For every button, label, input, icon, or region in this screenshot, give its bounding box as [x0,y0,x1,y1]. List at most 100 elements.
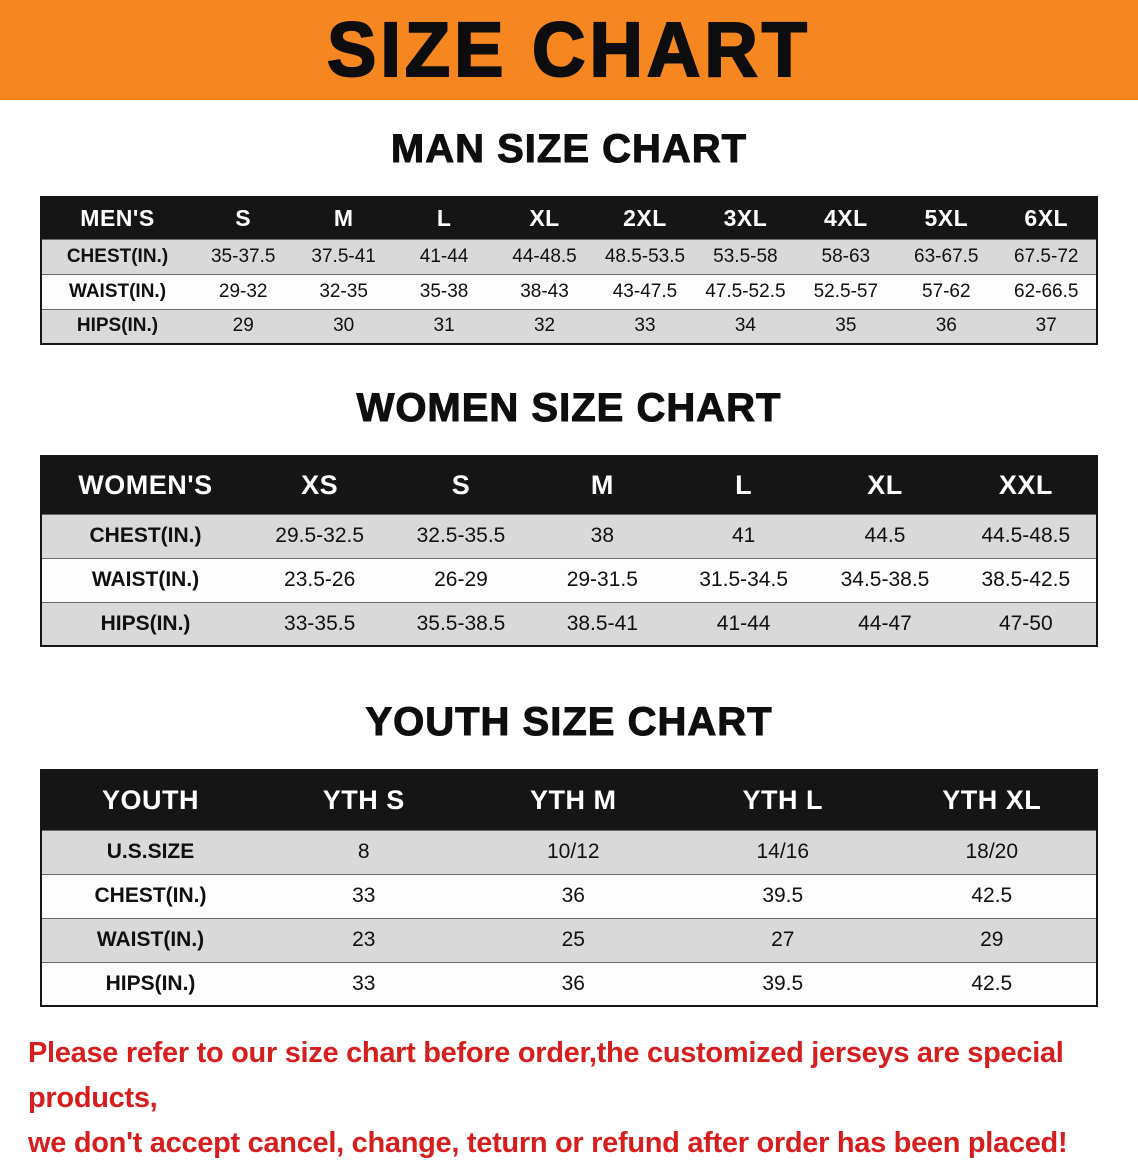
banner: SIZE CHART [0,0,1138,100]
youth-size-section: YOUTH SIZE CHART YOUTH YTH S YTH M YTH L YTH… [0,699,1138,1007]
youth-section-heading: YOUTH SIZE CHART [365,700,773,745]
value-cell: 32 [494,308,595,344]
value-cell: 38 [531,513,673,558]
value-cell: 10/12 [468,829,678,874]
table-title-cell: YOUTH [41,770,259,830]
value-cell: 48.5-53.5 [594,238,696,274]
disclaimer-line-2: we don't accept cancel, change, teturn o… [28,1127,1068,1159]
measurement-label-cell: WAIST(IN.) [41,557,249,602]
size-column-header: 2XL [594,197,696,239]
table-row: CHEST(IN.) 33 36 39.5 42.5 [41,873,1097,918]
disclaimer-line-1: Please refer to our size chart before or… [28,1037,1064,1114]
size-column-header: M [531,456,673,514]
measurement-label-cell: U.S.SIZE [41,829,259,874]
value-cell: 31 [393,308,495,344]
measurement-label-cell: CHEST(IN.) [41,238,193,274]
value-cell: 35 [795,308,897,344]
value-cell: 33 [259,873,469,918]
table-header-row: WOMEN'S XS S M L XL XXL [41,456,1097,514]
value-cell: 14/16 [678,829,888,874]
value-cell: 33 [259,961,469,1006]
value-cell: 67.5-72 [996,238,1097,274]
value-cell: 44-47 [814,601,956,646]
value-cell: 38.5-42.5 [955,557,1097,602]
value-cell: 44-48.5 [494,238,595,274]
value-cell: 32-35 [293,273,394,309]
value-cell: 58-63 [795,238,897,274]
value-cell: 36 [468,873,678,918]
value-cell: 35-37.5 [193,238,294,274]
size-column-header: XXL [955,456,1097,514]
value-cell: 52.5-57 [795,273,897,309]
value-cell: 27 [678,917,888,962]
value-cell: 34.5-38.5 [814,557,956,602]
value-cell: 29-32 [193,273,294,309]
size-column-header: 6XL [996,197,1097,239]
value-cell: 62-66.5 [996,273,1097,309]
table-header-row: YOUTH YTH S YTH M YTH L YTH XL [41,770,1097,830]
value-cell: 29.5-32.5 [249,513,391,558]
table-title-cell: WOMEN'S [41,456,249,514]
men-size-section: MAN SIZE CHART MEN'S S M L XL 2XL 3XL 4XL 5XL 6XL… [0,126,1138,345]
size-column-header: XL [814,456,956,514]
youth-size-table: YOUTH YTH S YTH M YTH L YTH XL U.S.SIZE 8 10/12… [40,769,1098,1007]
men-size-table: MEN'S S M L XL 2XL 3XL 4XL 5XL 6XL CHEST(IN.) 35-37… [40,196,1098,345]
value-cell: 23.5-26 [249,557,391,602]
size-column-header: L [672,456,815,514]
value-cell: 23 [259,917,469,962]
value-cell: 30 [293,308,394,344]
value-cell: 18/20 [887,829,1097,874]
men-section-heading: MAN SIZE CHART [390,127,748,172]
value-cell: 32.5-35.5 [390,513,532,558]
value-cell: 39.5 [678,961,888,1006]
table-row: HIPS(IN.) 29 30 31 32 33 34 35 36 37 [41,308,1097,344]
size-column-header: YTH XL [887,770,1097,830]
size-column-header: XL [494,197,595,239]
value-cell: 29 [193,308,294,344]
size-column-header: S [193,197,294,239]
size-column-header: S [390,456,532,514]
measurement-label-cell: HIPS(IN.) [41,961,259,1006]
size-column-header: 4XL [795,197,897,239]
value-cell: 37.5-41 [293,238,394,274]
disclaimer: Please refer to our size chart before or… [0,1031,1138,1166]
value-cell: 41 [672,513,815,558]
value-cell: 41-44 [393,238,495,274]
table-row: CHEST(IN.) 35-37.5 37.5-41 41-44 44-48.5 48.5… [41,238,1097,274]
size-column-header: 3XL [695,197,796,239]
size-column-header: YTH L [678,770,888,830]
women-size-section: WOMEN SIZE CHART WOMEN'S XS S M L XL XXL CHEST(… [0,385,1138,647]
table-header-row: MEN'S S M L XL 2XL 3XL 4XL 5XL 6XL [41,197,1097,239]
size-column-header: 5XL [896,197,997,239]
value-cell: 35.5-38.5 [390,601,532,646]
measurement-label-cell: WAIST(IN.) [41,273,193,309]
measurement-label-cell: WAIST(IN.) [41,917,259,962]
measurement-label-cell: HIPS(IN.) [41,308,193,344]
value-cell: 35-38 [393,273,495,309]
value-cell: 42.5 [887,961,1097,1006]
table-row: WAIST(IN.) 29-32 32-35 35-38 38-43 43-47.5 47.… [41,273,1097,309]
value-cell: 57-62 [896,273,997,309]
size-column-header: L [393,197,495,239]
size-column-header: XS [249,456,391,514]
value-cell: 38-43 [494,273,595,309]
measurement-label-cell: HIPS(IN.) [41,601,249,646]
size-column-header: YTH M [468,770,678,830]
value-cell: 33-35.5 [249,601,391,646]
value-cell: 42.5 [887,873,1097,918]
value-cell: 33 [594,308,696,344]
value-cell: 47-50 [955,601,1097,646]
table-row: HIPS(IN.) 33 36 39.5 42.5 [41,961,1097,1006]
table-row: WAIST(IN.) 23.5-26 26-29 29-31.5 31.5-34.5 34… [41,557,1097,602]
table-row: U.S.SIZE 8 10/12 14/16 18/20 [41,829,1097,874]
size-column-header: YTH S [259,770,469,830]
value-cell: 39.5 [678,873,888,918]
value-cell: 34 [695,308,796,344]
measurement-label-cell: CHEST(IN.) [41,513,249,558]
value-cell: 31.5-34.5 [672,557,815,602]
page-title: SIZE CHART [326,6,811,93]
measurement-label-cell: CHEST(IN.) [41,873,259,918]
value-cell: 41-44 [672,601,815,646]
women-size-table: WOMEN'S XS S M L XL XXL CHEST(IN.) 29.5-32.5 32.5… [40,455,1098,647]
